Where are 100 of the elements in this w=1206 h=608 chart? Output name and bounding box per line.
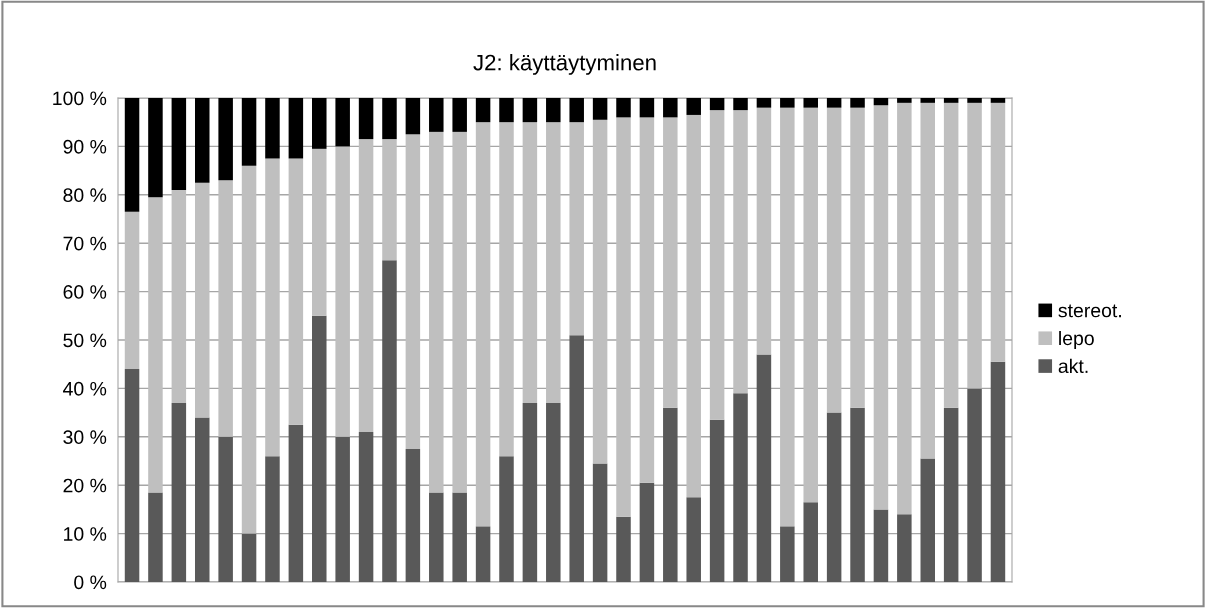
bar — [335, 146, 350, 437]
bar — [148, 492, 163, 582]
y-tick-label: 0 % — [74, 575, 107, 590]
bar — [218, 180, 233, 437]
bar — [241, 165, 257, 534]
bar — [920, 458, 935, 582]
bar — [920, 102, 935, 459]
bar — [265, 456, 280, 582]
bar — [850, 98, 865, 108]
bar — [241, 533, 257, 582]
y-tick-label: 60 % — [63, 285, 107, 299]
bar — [943, 102, 959, 408]
bar — [288, 158, 304, 425]
bar — [733, 98, 748, 111]
bar — [546, 402, 561, 582]
y-tick-label: 20 % — [63, 478, 107, 493]
bar — [522, 402, 538, 582]
bar — [897, 514, 912, 582]
bar — [780, 98, 795, 108]
bar — [195, 417, 210, 582]
bar — [546, 98, 561, 123]
bar — [405, 134, 421, 449]
y-tick-label: 10 % — [64, 527, 107, 541]
bar — [663, 117, 678, 408]
bar — [756, 107, 772, 355]
bar — [967, 98, 982, 103]
bar — [475, 122, 491, 527]
bar — [709, 98, 725, 111]
bar — [335, 98, 350, 147]
bar — [148, 197, 163, 493]
bar — [382, 98, 397, 140]
bar — [312, 315, 327, 582]
bar — [967, 102, 982, 389]
bar — [195, 98, 210, 183]
bar — [616, 516, 631, 582]
bar — [920, 98, 935, 103]
bar — [124, 98, 140, 212]
bar — [733, 393, 748, 582]
y-tick-label: 40 % — [63, 381, 107, 396]
bar — [475, 98, 491, 123]
bar — [171, 189, 187, 403]
bar — [826, 107, 842, 413]
y-tick-label: 30 % — [63, 430, 107, 445]
bar — [592, 463, 608, 582]
bar — [990, 102, 1006, 362]
y-tick-label: 100 % — [53, 91, 107, 106]
bar — [241, 98, 257, 166]
bar — [358, 431, 374, 582]
bar — [897, 98, 912, 103]
bar — [452, 492, 467, 582]
bar — [639, 117, 655, 483]
bar — [288, 424, 304, 582]
bar — [663, 407, 678, 582]
bar — [569, 335, 584, 582]
bar — [382, 260, 397, 582]
bar — [873, 98, 889, 106]
bar — [569, 122, 584, 336]
y-tick-label: 70 % — [63, 236, 107, 251]
chart-title: J2: käyttäytyminen — [473, 54, 656, 75]
bar — [780, 526, 795, 582]
bar — [709, 110, 725, 420]
bar — [897, 102, 912, 515]
bar — [990, 98, 1006, 103]
bar — [780, 107, 795, 527]
bar — [639, 482, 655, 582]
bar — [195, 182, 210, 418]
bar — [873, 509, 889, 582]
bar — [803, 98, 818, 108]
bar — [850, 407, 865, 582]
bar — [616, 117, 631, 517]
bar — [124, 369, 140, 582]
bar — [452, 131, 467, 493]
bar — [850, 107, 865, 408]
bar — [171, 98, 187, 190]
bar — [405, 98, 421, 135]
bar — [616, 98, 631, 118]
bar — [967, 388, 982, 582]
bar — [265, 158, 280, 457]
bar — [686, 98, 701, 115]
bar — [639, 98, 655, 118]
bar — [756, 354, 772, 582]
bar — [405, 448, 421, 582]
bar — [452, 98, 467, 132]
bar — [803, 502, 818, 582]
bar — [522, 122, 538, 403]
bar — [312, 98, 327, 149]
bar — [218, 98, 233, 181]
bar — [803, 107, 818, 503]
bar — [148, 98, 163, 198]
bar — [124, 211, 140, 370]
bar — [546, 122, 561, 403]
bar — [686, 114, 701, 498]
bar — [382, 139, 397, 261]
legend-label: stereot. — [1058, 304, 1121, 318]
bar — [826, 412, 842, 582]
bar — [709, 419, 725, 582]
bar — [265, 98, 280, 159]
bar — [522, 98, 538, 123]
bar — [943, 98, 959, 103]
bar — [826, 98, 842, 108]
